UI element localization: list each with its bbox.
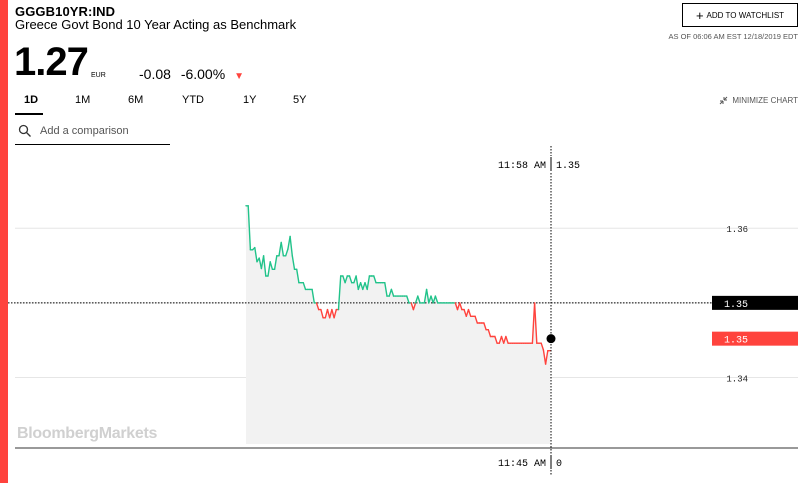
comparison-input[interactable]: [40, 124, 165, 137]
price-line-segment: [390, 288, 395, 297]
security-name: Greece Govt Bond 10 Year Acting as Bench…: [15, 17, 297, 32]
price-line-segment: [289, 235, 293, 257]
price-line-segment: [494, 335, 498, 344]
price-line-segment: [296, 268, 300, 284]
plus-icon: +: [695, 7, 704, 23]
accent-bar: [0, 0, 8, 483]
ticker-symbol: GGGB10YR:IND: [15, 4, 116, 19]
tab-1m[interactable]: 1M: [75, 94, 91, 106]
search-icon: [18, 124, 31, 137]
price-line-segment: [254, 246, 258, 263]
price-line-segment: [487, 328, 492, 338]
time-readout-value: 0: [556, 459, 562, 470]
price-line-segment: [280, 241, 285, 257]
price-line-segment: [474, 315, 478, 324]
price-line-segment: [505, 335, 509, 344]
triangle-down-icon: ▼: [234, 71, 244, 82]
price-line-segment: [544, 349, 549, 365]
change-value: -0.08: [139, 66, 171, 82]
price-line-segment: [267, 261, 271, 277]
price-line-segment: [278, 241, 282, 257]
price-chart-svg: 1.36 1.35 1.34 1.35 1.35 11:58 AM 1.35 11:…: [8, 146, 798, 476]
time-readout: 11:45 AM 0: [498, 455, 562, 470]
price-chart[interactable]: 1.36 1.35 1.34 1.35 1.35 11:58 AM 1.35 11:…: [0, 146, 798, 483]
price-line-segment: [331, 308, 335, 319]
crosshair-time: 11:58 AM: [498, 161, 546, 172]
price-line-segment: [357, 281, 362, 291]
crosshair-readout: 11:58 AM 1.35: [489, 156, 587, 172]
price-line-segment: [459, 302, 463, 311]
price-line-segment: [311, 288, 315, 304]
price-line-segment: [329, 308, 333, 319]
price-line-segment: [533, 302, 538, 344]
minimize-icon: [720, 96, 728, 105]
price-line-segment: [467, 308, 472, 318]
chart-area-fill: [246, 205, 550, 444]
comparison-search: [15, 117, 170, 145]
price-line: [245, 205, 551, 365]
price-line-segment: [417, 295, 421, 304]
crosshair-readout-background: [489, 156, 587, 172]
price-line-segment: [285, 248, 289, 257]
price-line-segment: [269, 261, 274, 271]
price-line-segment: [483, 322, 487, 331]
y-tick-label: 1.36: [726, 225, 748, 235]
price-line-segment: [337, 275, 342, 311]
price-line-segment: [434, 295, 439, 304]
tab-6m[interactable]: 6M: [128, 94, 144, 106]
price-line-segment: [540, 342, 545, 351]
price-change: -0.08 -6.00% ▼: [139, 66, 244, 82]
price-line-segment: [315, 302, 320, 311]
tab-1y[interactable]: 1Y: [243, 94, 257, 106]
crosshair-value: 1.35: [556, 161, 580, 172]
price-line-segment: [273, 255, 278, 271]
as-of-timestamp: AS OF 06:06 AM EST 12/18/2019 EDT: [668, 32, 798, 41]
tab-5y[interactable]: 5Y: [293, 94, 307, 106]
price-line-segment: [425, 288, 430, 304]
price-line-segment: [291, 255, 296, 271]
last-value-tag-text: 1.35: [724, 336, 748, 347]
price-line-segment: [373, 275, 377, 284]
price-line-segment: [531, 302, 536, 344]
change-percent: -6.00%: [180, 66, 226, 82]
price-line-segment: [542, 349, 547, 365]
price-line-segment: [320, 308, 324, 319]
price-line-segment: [333, 308, 337, 319]
time-readout-time: 11:45 AM: [498, 459, 546, 470]
tab-1d[interactable]: 1D: [24, 94, 39, 106]
bloomberg-markets-watermark: BloombergMarkets: [17, 425, 158, 442]
price-line-segment: [432, 295, 437, 304]
price-line-segment: [262, 255, 267, 277]
tab-ytd[interactable]: YTD: [182, 94, 204, 106]
price-line-segment: [423, 288, 428, 304]
add-to-watchlist-label: ADD TO WATCHLIST: [706, 10, 785, 20]
last-value-tag-background: [712, 331, 798, 346]
price-line-segment: [366, 275, 371, 291]
minimize-chart-label: MINIMIZE CHART: [732, 96, 798, 105]
y-tick-label: 1.34: [726, 375, 748, 385]
price-line-segment: [344, 275, 348, 284]
reference-tag-background: [712, 295, 798, 310]
price-line-segment: [324, 308, 329, 319]
price-line-segment: [348, 275, 353, 284]
price-line-segment: [326, 308, 331, 319]
minimize-chart-button[interactable]: MINIMIZE CHART: [719, 96, 798, 105]
crosshair-point: [546, 334, 556, 344]
price-line-segment: [302, 281, 307, 291]
reference-tag-text: 1.35: [724, 300, 748, 311]
currency-label: EUR: [91, 72, 106, 79]
reference-value-tag: 1.35: [712, 295, 798, 311]
active-tab-indicator: [15, 113, 43, 115]
price-line-segment: [247, 205, 252, 251]
price-line-segment: [384, 281, 388, 297]
add-to-watchlist-button[interactable]: + ADD TO WATCHLIST: [682, 3, 798, 27]
price-line-segment: [412, 302, 417, 311]
last-value-tag: 1.35: [712, 331, 798, 347]
last-price: 1.27: [14, 40, 89, 84]
price-line-segment: [355, 275, 359, 291]
price-line-segment: [406, 295, 410, 304]
